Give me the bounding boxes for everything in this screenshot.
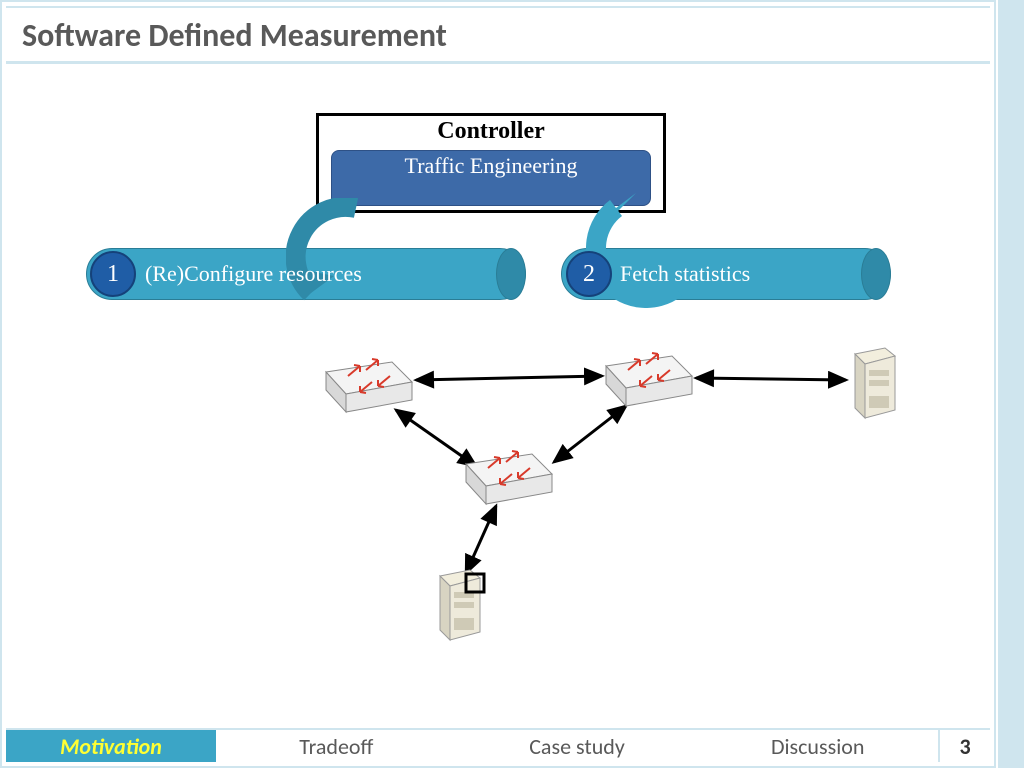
network-links [6,68,990,726]
nav-tradeoff[interactable]: Tradeoff [216,730,457,762]
switch-icon [326,354,412,414]
server-icon [851,346,899,422]
page-number: 3 [938,730,990,762]
arrow-reconfigure-icon [286,198,406,318]
nav-discussion[interactable]: Discussion [697,730,938,762]
slide-frame: Software Defined Measurement Controller … [0,0,996,768]
right-rail [996,0,1024,768]
footer-nav: Motivation Tradeoff Case study Discussio… [6,728,990,762]
server-icon [436,568,484,644]
slide-content: Controller Traffic Engineering (Re)Confi… [6,68,990,726]
nav-motivation[interactable]: Motivation [6,730,216,762]
step-1-badge: 1 [90,251,136,297]
switch-icon [606,348,692,408]
switch-icon [466,446,552,506]
slide-title: Software Defined Measurement [22,16,974,55]
step-2-badge: 2 [566,251,612,297]
nav-case-study[interactable]: Case study [457,730,698,762]
title-bar: Software Defined Measurement [6,6,990,64]
